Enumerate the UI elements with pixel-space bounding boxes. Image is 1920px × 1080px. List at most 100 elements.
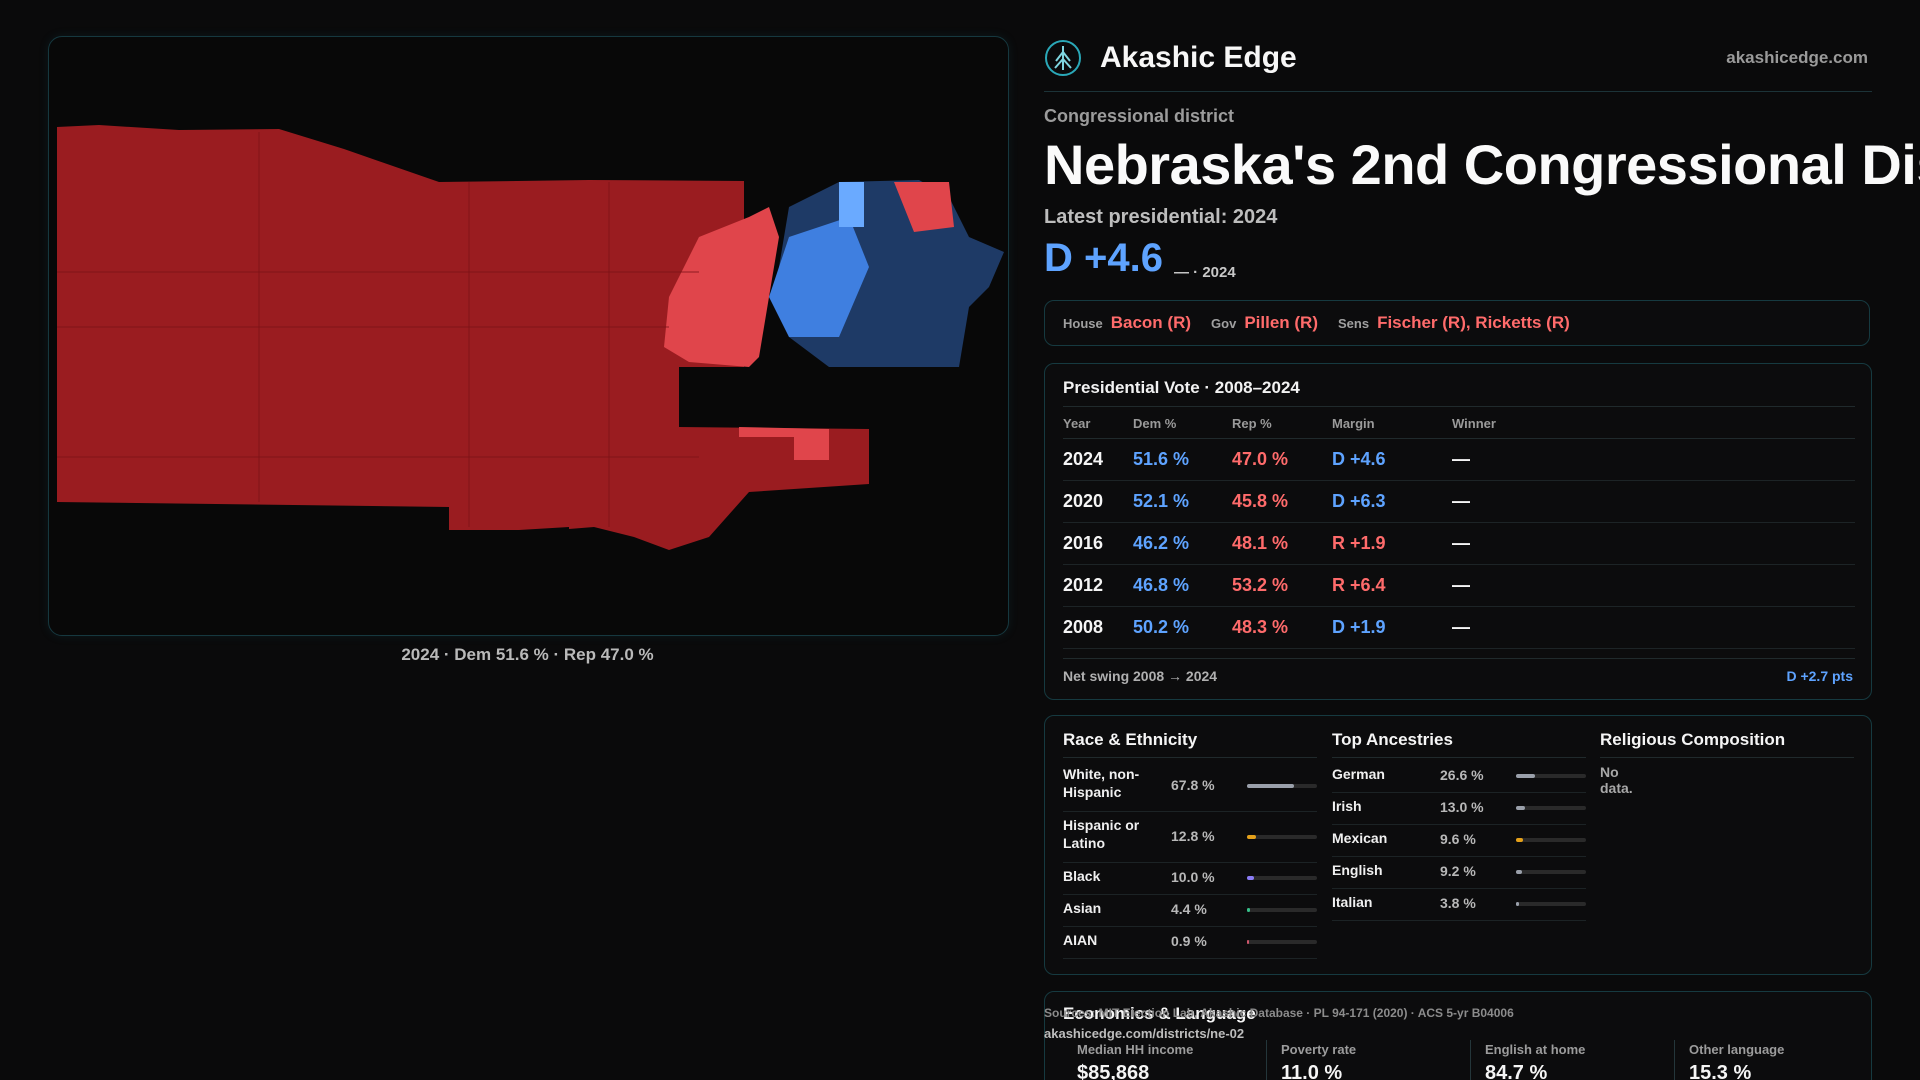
margin-cell: R +6.4	[1332, 575, 1386, 595]
race-title: Race & Ethnicity	[1063, 730, 1198, 749]
divider	[1674, 1040, 1675, 1080]
english-home-label: English at home	[1485, 1042, 1586, 1057]
demo-value: 12.8 %	[1171, 827, 1215, 844]
demo-label: German	[1332, 766, 1385, 782]
demo-bar-track	[1516, 806, 1586, 810]
house-label: House	[1063, 315, 1103, 331]
other-language-value: 15.3 %	[1689, 1062, 1752, 1080]
map-rural-region	[57, 125, 869, 550]
col-dem: Dem %	[1133, 416, 1177, 431]
gov-value: Pillen (R)	[1244, 313, 1318, 332]
demo-value: 4.4 %	[1171, 901, 1207, 917]
demo-bar-fill	[1247, 876, 1254, 880]
sources-note: Sources: MIT Election Lab, Akashic Datab…	[1044, 1006, 1514, 1020]
poverty-rate-label: Poverty rate	[1281, 1042, 1357, 1057]
demo-value: 10.0 %	[1171, 869, 1215, 885]
demo-value: 67.8 %	[1171, 776, 1215, 793]
demo-bar-track	[1516, 774, 1586, 778]
demo-bar-track	[1516, 870, 1586, 874]
winner-cell: —	[1452, 491, 1470, 511]
brand-url-link[interactable]: akashicedge.com	[1726, 48, 1868, 67]
demo-value: 0.9 %	[1171, 933, 1207, 949]
col-rep: Rep %	[1232, 416, 1272, 431]
median-income-value: $85,868	[1077, 1062, 1150, 1080]
demo-value: 13.0 %	[1440, 799, 1484, 815]
district-map-card[interactable]	[48, 36, 1009, 636]
margin-cell: R +1.9	[1332, 533, 1386, 553]
demo-bar-fill	[1516, 838, 1523, 842]
map-suburban-region-south	[739, 427, 829, 460]
demo-row: Hispanic or Latino 12.8 %	[1063, 811, 1317, 863]
poverty-rate-value: 11.0 %	[1281, 1062, 1343, 1080]
demo-row: Irish 13.0 %	[1332, 792, 1586, 825]
district-kicker: Congressional district	[1044, 106, 1235, 126]
officials-bar: House Bacon (R) Gov Pillen (R) Sens Fisc…	[1044, 300, 1870, 346]
other-language-label: Other language	[1689, 1042, 1785, 1057]
page-title: Nebraska's 2nd Congressional District	[1044, 133, 1920, 196]
economics-title: Economics & Language	[1063, 1004, 1256, 1023]
gov-label: Gov	[1211, 315, 1237, 331]
demo-bar-fill	[1247, 834, 1256, 839]
demo-bar-track	[1516, 902, 1586, 906]
demo-bar-fill	[1516, 806, 1526, 810]
demo-row: Mexican 9.6 %	[1332, 824, 1586, 857]
table-row: 2020 52.1 % 45.8 % D +6.3 —	[1063, 481, 1855, 523]
demo-value: 9.2 %	[1440, 863, 1476, 879]
demo-bar-track	[1516, 838, 1586, 842]
winner-cell: —	[1452, 617, 1470, 637]
district-map[interactable]	[49, 37, 1008, 635]
dem-cell: 51.6 %	[1133, 449, 1190, 469]
map-suburban-region	[664, 207, 779, 367]
col-winner: Winner	[1452, 416, 1496, 431]
demo-bar-track	[1247, 834, 1317, 839]
divider	[1600, 757, 1854, 758]
header-divider	[1044, 91, 1872, 92]
religion-empty: No data.	[1600, 764, 1633, 796]
latest-presidential-label: Latest presidential: 2024	[1044, 206, 1278, 228]
district-permalink[interactable]: akashicedge.com/districts/ne-02	[1044, 1026, 1245, 1041]
divider	[1332, 757, 1586, 758]
rep-cell: 48.1 %	[1232, 533, 1289, 553]
brand[interactable]: Akashic Edge	[1044, 36, 1297, 80]
net-swing-value: D +2.7 pts	[1786, 668, 1853, 684]
rep-cell: 53.2 %	[1232, 575, 1289, 595]
demo-row: Black 10.0 %	[1063, 862, 1317, 895]
demo-row: White, non-Hispanic 67.8 %	[1063, 760, 1317, 812]
divider	[1063, 658, 1855, 659]
english-home-value: 84.7 %	[1485, 1062, 1548, 1080]
demo-bar-track	[1247, 876, 1317, 880]
demo-label: Italian	[1332, 894, 1373, 910]
dem-cell: 50.2 %	[1133, 617, 1190, 637]
year-cell: 2012	[1063, 575, 1104, 595]
religion-title: Religious Composition	[1600, 730, 1786, 749]
divider	[1063, 438, 1855, 439]
sens-value: Fischer (R), Ricketts (R)	[1377, 313, 1570, 332]
dem-cell: 52.1 %	[1133, 491, 1190, 511]
table-row: 2012 46.8 % 53.2 % R +6.4 —	[1063, 565, 1855, 607]
year-cell: 2016	[1063, 533, 1104, 553]
year-cell: 2008	[1063, 617, 1104, 637]
winner-cell: —	[1452, 449, 1470, 469]
demo-bar-track	[1247, 783, 1317, 788]
demo-bar-fill	[1516, 902, 1519, 906]
brand-name: Akashic Edge	[1100, 41, 1297, 74]
margin-cell: D +6.3	[1332, 491, 1386, 511]
year-cell: 2020	[1063, 491, 1104, 511]
latest-margin-sub: — · 2024	[1174, 264, 1236, 281]
rep-cell: 47.0 %	[1232, 449, 1289, 469]
demo-row: German 26.6 %	[1332, 760, 1586, 793]
presidential-title: Presidential Vote · 2008–2024	[1063, 378, 1300, 397]
demo-label: English	[1332, 862, 1383, 878]
economics-card: Economics & Language Median HH income $8…	[1044, 991, 1872, 1080]
divider	[1063, 757, 1317, 758]
map-excluded-area	[744, 377, 889, 427]
dem-cell: 46.2 %	[1133, 533, 1190, 553]
demo-label: Mexican	[1332, 830, 1388, 846]
winner-cell: —	[1452, 533, 1470, 553]
margin-cell: D +1.9	[1332, 617, 1386, 637]
demo-row: Italian 3.8 %	[1332, 888, 1586, 921]
map-urban-red-pocket	[894, 182, 954, 232]
table-row: 2016 46.2 % 48.1 % R +1.9 —	[1063, 523, 1855, 565]
dem-cell: 46.8 %	[1133, 575, 1190, 595]
demo-bar-fill	[1516, 774, 1535, 778]
